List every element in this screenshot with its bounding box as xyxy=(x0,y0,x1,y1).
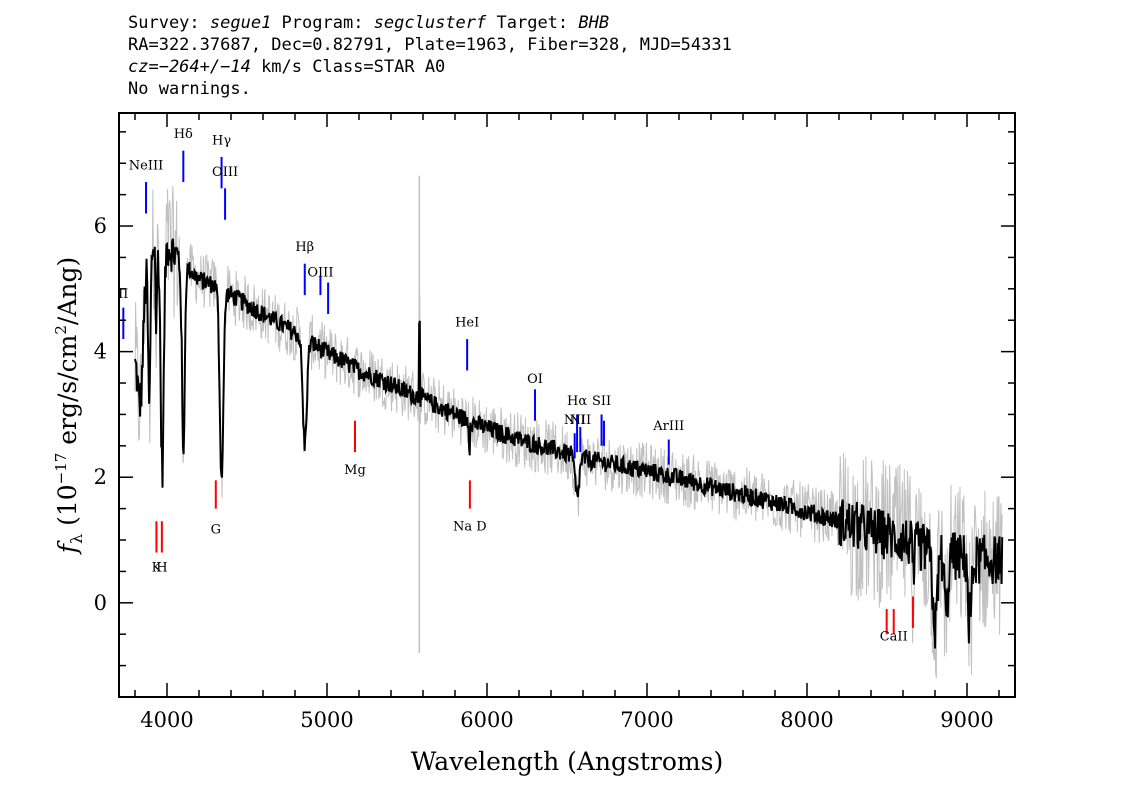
emission-line-label: Hα xyxy=(567,394,587,409)
target-prefix: Target: xyxy=(486,13,579,33)
absorption-line-label: Na D xyxy=(453,520,487,535)
emission-line-label: ArIII xyxy=(652,419,684,434)
y-tick-label: 0 xyxy=(94,591,107,615)
axis-ticks: 4000 5000 6000 7000 8000 9000 0 2 4 6 xyxy=(94,113,1015,732)
emission-line-label: NeIII xyxy=(129,159,163,174)
target-value: BHB xyxy=(578,13,610,33)
spectrum-header: Survey: segue1 Program: segclusterf Targ… xyxy=(128,12,732,100)
program-prefix: Program: xyxy=(271,13,374,33)
x-tick-label: 9000 xyxy=(940,708,993,732)
y-tick-label: 6 xyxy=(94,214,107,238)
absorption-line-label: CaII xyxy=(880,629,908,644)
emission-line-label: Hβ xyxy=(295,240,314,255)
x-tick-label: 8000 xyxy=(780,708,833,732)
noise-line xyxy=(134,186,1003,679)
emission-line-label: OIII xyxy=(212,165,238,180)
redshift-value: cz=−264+/−14 xyxy=(128,57,251,77)
x-tick-label: 7000 xyxy=(620,708,673,732)
absorption-line-label: K xyxy=(152,560,162,575)
absorption-line-label: Mg xyxy=(344,463,366,478)
emission-line-label: HeI xyxy=(455,316,479,331)
header-line-survey: Survey: segue1 Program: segclusterf Targ… xyxy=(128,12,732,34)
x-tick-label: 5000 xyxy=(300,708,353,732)
emission-line-label: SII xyxy=(592,394,611,409)
plot-frame xyxy=(118,112,1016,698)
x-axis-title: Wavelength (Angstroms) xyxy=(411,747,723,776)
absorption-line-label: H xyxy=(156,560,167,575)
header-line-redshift: cz=−264+/−14 km/s Class=STAR A0 xyxy=(128,56,732,78)
emission-line-label: II xyxy=(118,287,128,302)
flux-line xyxy=(134,238,1004,649)
emission-line-label: OIII xyxy=(307,265,333,280)
emission-line-label: Hδ xyxy=(174,127,193,142)
emission-line-label: NII xyxy=(569,413,591,428)
x-tick-label: 6000 xyxy=(460,708,513,732)
header-line-warnings: No warnings. xyxy=(128,79,251,99)
survey-prefix: Survey: xyxy=(128,13,210,33)
emission-line-label: Hγ xyxy=(212,133,231,148)
program-value: segclusterf xyxy=(373,13,487,33)
y-tick-label: 4 xyxy=(94,340,107,364)
emission-line-label: OI xyxy=(527,372,543,387)
class-value: km/s Class=STAR A0 xyxy=(250,57,446,77)
flux-series xyxy=(134,238,1004,649)
absorption-line-label: G xyxy=(211,523,221,538)
header-line-coordinates: RA=322.37687, Dec=0.82791, Plate=1963, F… xyxy=(128,35,732,55)
x-tick-label: 4000 xyxy=(140,708,193,732)
y-axis-title: fλ (10−17 erg/s/cm2/Ang) xyxy=(52,257,86,556)
y-tick-label: 2 xyxy=(94,465,107,489)
emission-line-label: NII xyxy=(564,413,586,428)
survey-value: segue1 xyxy=(209,13,272,33)
